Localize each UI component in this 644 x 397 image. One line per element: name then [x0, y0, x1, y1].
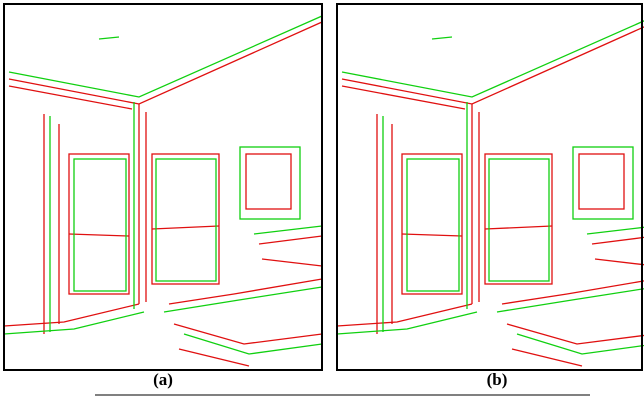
- panel-label: (b): [487, 370, 508, 389]
- panel-label: (a): [153, 370, 173, 389]
- panel-b: [337, 4, 644, 370]
- page: (a) (b) (() => { const data = JSON.parse…: [0, 0, 644, 397]
- panel-image: [4, 16, 322, 366]
- panel-image: [337, 16, 644, 366]
- panel-border: [4, 4, 322, 370]
- panel-a: [4, 4, 322, 370]
- figure: (a) (b): [0, 0, 644, 397]
